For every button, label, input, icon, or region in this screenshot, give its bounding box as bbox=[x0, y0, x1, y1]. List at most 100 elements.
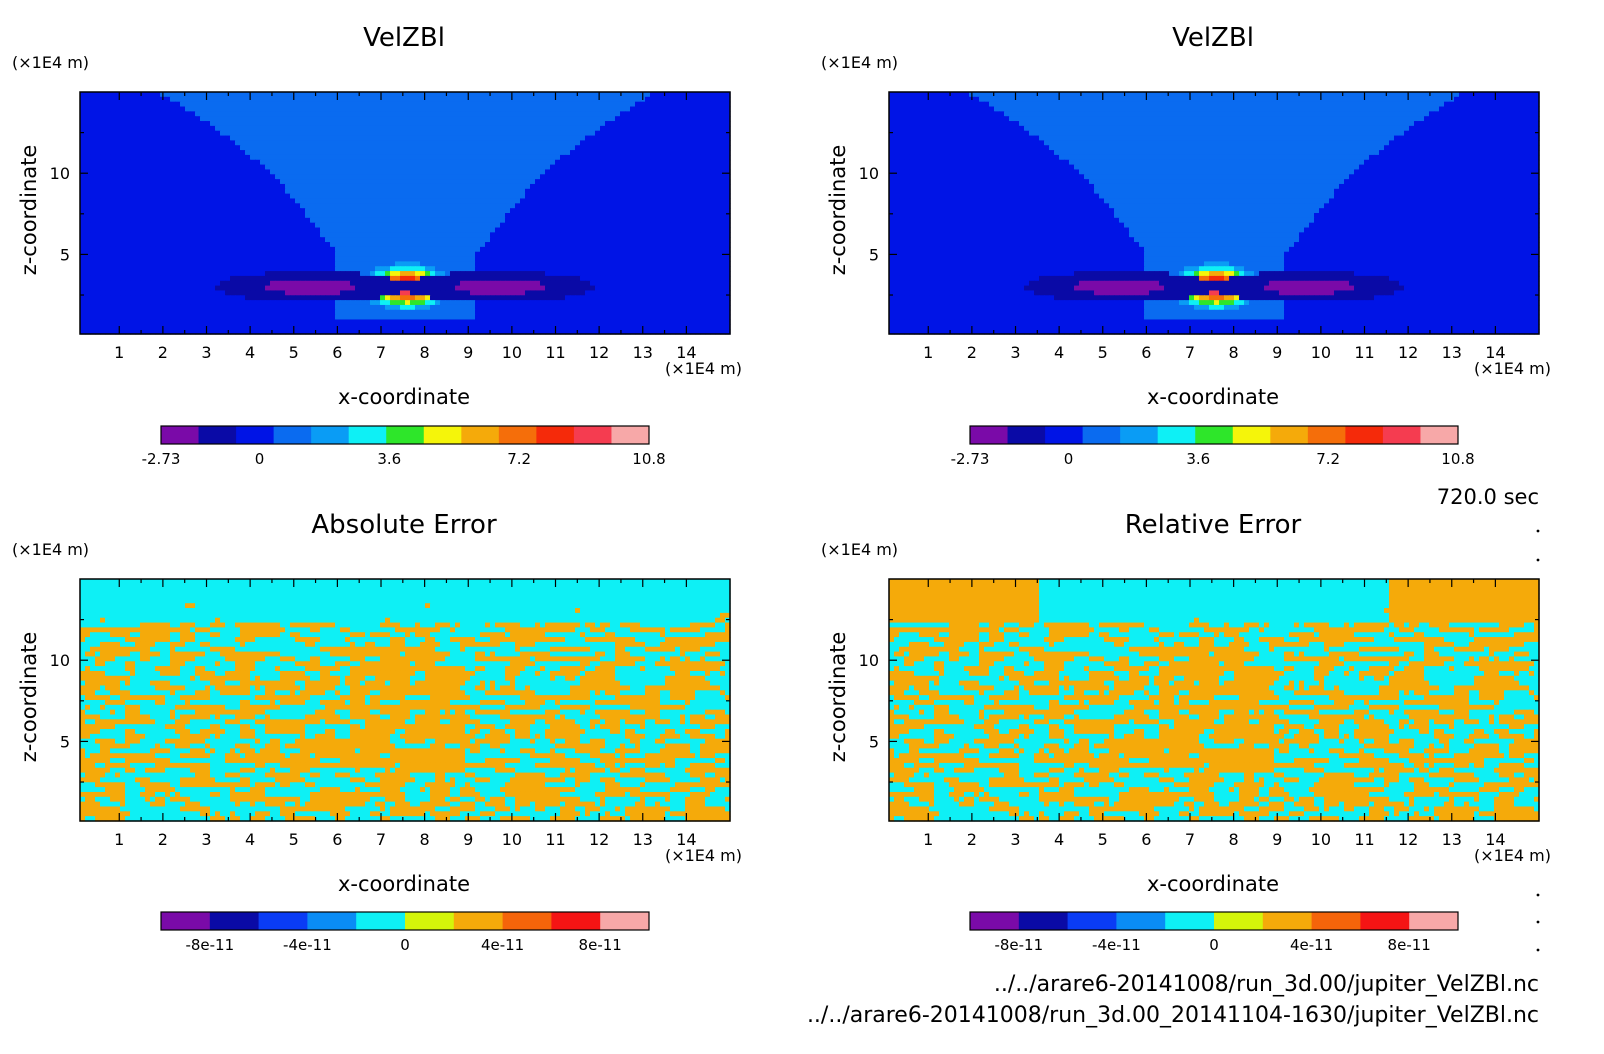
heatmap-cell bbox=[190, 131, 196, 136]
heatmap-cell bbox=[200, 136, 206, 141]
heatmap-cell bbox=[475, 198, 481, 203]
heatmap-cell bbox=[585, 169, 591, 174]
heatmap-cell bbox=[530, 111, 536, 116]
heatmap-cell bbox=[435, 228, 441, 233]
heatmap-cell bbox=[670, 218, 676, 223]
heatmap-cell bbox=[265, 131, 271, 136]
heatmap-cell bbox=[650, 116, 656, 121]
heatmap-cell bbox=[630, 174, 636, 179]
heatmap-cell bbox=[335, 107, 341, 112]
heatmap-cell bbox=[320, 242, 326, 247]
heatmap-cell bbox=[465, 121, 471, 126]
heatmap-cell bbox=[380, 247, 386, 252]
heatmap-cell bbox=[295, 218, 301, 223]
heatmap-cell bbox=[300, 213, 306, 218]
heatmap-cell bbox=[605, 92, 611, 97]
heatmap-cell bbox=[550, 266, 556, 271]
heatmap-cell bbox=[685, 198, 691, 203]
heatmap-cell bbox=[670, 121, 676, 126]
heatmap-cell bbox=[545, 169, 551, 174]
heatmap-cell bbox=[650, 136, 656, 141]
heatmap-cell bbox=[145, 97, 151, 102]
heatmap-cell bbox=[560, 111, 566, 116]
heatmap-cell bbox=[645, 271, 651, 276]
heatmap-cell bbox=[625, 194, 631, 199]
heatmap-cell bbox=[520, 150, 526, 155]
heatmap-cell bbox=[220, 136, 226, 141]
heatmap-cell bbox=[565, 140, 571, 145]
heatmap-cell bbox=[435, 189, 441, 194]
heatmap-cell bbox=[510, 155, 516, 160]
heatmap-cell bbox=[555, 179, 561, 184]
heatmap-cell bbox=[420, 247, 426, 252]
heatmap-cell bbox=[610, 218, 616, 223]
heatmap-cell bbox=[335, 194, 341, 199]
heatmap-cell bbox=[585, 213, 591, 218]
heatmap-cell bbox=[205, 140, 211, 145]
heatmap-cell bbox=[500, 116, 506, 121]
heatmap-cell bbox=[405, 208, 411, 213]
heatmap-cell bbox=[80, 150, 86, 155]
heatmap-cell bbox=[335, 232, 341, 237]
heatmap-cell bbox=[530, 140, 536, 145]
heatmap-cell bbox=[655, 126, 661, 131]
heatmap-cell bbox=[530, 189, 536, 194]
heatmap-cell bbox=[475, 131, 481, 136]
heatmap-cell bbox=[645, 198, 651, 203]
heatmap-cell bbox=[545, 179, 551, 184]
heatmap-cell bbox=[635, 136, 641, 141]
heatmap-cell bbox=[200, 203, 206, 208]
heatmap-cell bbox=[475, 247, 481, 252]
heatmap-cell bbox=[565, 247, 571, 252]
heatmap-cell bbox=[210, 266, 216, 271]
heatmap-cell bbox=[720, 184, 726, 189]
heatmap-cell bbox=[720, 232, 726, 237]
heatmap-cell bbox=[215, 179, 221, 184]
heatmap-cell bbox=[160, 232, 166, 237]
heatmap-cell bbox=[505, 111, 511, 116]
heatmap-cell bbox=[85, 116, 91, 121]
heatmap-cell bbox=[595, 257, 601, 262]
heatmap-cell bbox=[455, 126, 461, 131]
heatmap-cell bbox=[245, 237, 251, 242]
heatmap-cell bbox=[570, 111, 576, 116]
heatmap-cell bbox=[405, 97, 411, 102]
heatmap-cell bbox=[395, 145, 401, 150]
heatmap-cell bbox=[455, 247, 461, 252]
heatmap-cell bbox=[515, 261, 521, 266]
heatmap-cell bbox=[535, 116, 541, 121]
heatmap-cell bbox=[320, 271, 326, 276]
heatmap-cell bbox=[410, 261, 416, 266]
heatmap-cell bbox=[625, 218, 631, 223]
heatmap-cell bbox=[80, 184, 86, 189]
heatmap-cell bbox=[275, 237, 281, 242]
heatmap-cell bbox=[210, 116, 216, 121]
heatmap-cell bbox=[550, 174, 556, 179]
heatmap-cell bbox=[495, 174, 501, 179]
heatmap-cell bbox=[690, 131, 696, 136]
heatmap-cell bbox=[600, 213, 606, 218]
heatmap-cell bbox=[265, 121, 271, 126]
heatmap-cell bbox=[495, 208, 501, 213]
heatmap-cell bbox=[280, 266, 286, 271]
heatmap-cell bbox=[95, 150, 101, 155]
heatmap-cell bbox=[165, 136, 171, 141]
heatmap-cell bbox=[140, 179, 146, 184]
heatmap-cell bbox=[230, 150, 236, 155]
heatmap-cell bbox=[280, 92, 286, 97]
heatmap-cell bbox=[335, 228, 341, 233]
heatmap-cell bbox=[260, 261, 266, 266]
heatmap-cell bbox=[635, 97, 641, 102]
heatmap-cell bbox=[335, 223, 341, 228]
heatmap-cell bbox=[640, 136, 646, 141]
heatmap-cell bbox=[670, 140, 676, 145]
heatmap-cell bbox=[600, 136, 606, 141]
heatmap-cell bbox=[620, 189, 626, 194]
heatmap-cell bbox=[585, 261, 591, 266]
heatmap-cell bbox=[365, 150, 371, 155]
heatmap-cell bbox=[265, 111, 271, 116]
heatmap-cell bbox=[720, 237, 726, 242]
heatmap-cell bbox=[170, 232, 176, 237]
heatmap-cell bbox=[150, 228, 156, 233]
heatmap-cell bbox=[240, 257, 246, 262]
